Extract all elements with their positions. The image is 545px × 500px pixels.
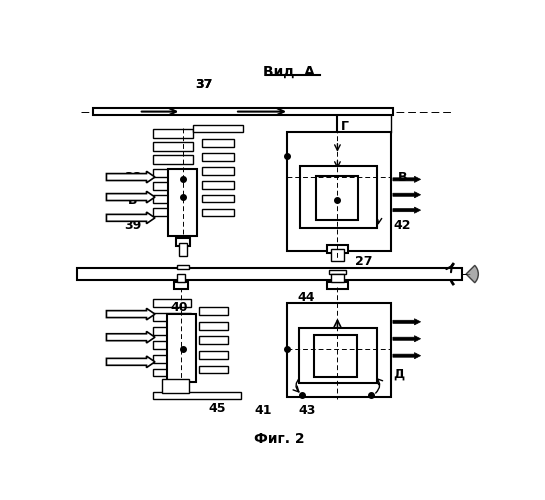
FancyArrow shape [393, 207, 421, 213]
Bar [287, 302, 391, 398]
Bar [153, 369, 191, 376]
Bar [153, 341, 191, 349]
Text: 38: 38 [124, 170, 141, 183]
Bar [77, 268, 462, 280]
Bar [331, 274, 343, 282]
Bar [167, 314, 196, 382]
Bar [153, 392, 241, 399]
Bar [93, 108, 393, 116]
Bar [153, 300, 191, 307]
FancyArrow shape [393, 336, 421, 342]
Bar [199, 307, 228, 315]
Text: 41: 41 [255, 404, 272, 417]
Text: Г: Г [341, 120, 349, 132]
Bar [162, 379, 189, 392]
FancyArrow shape [106, 212, 155, 224]
Bar [299, 328, 378, 384]
Bar [326, 245, 348, 252]
Bar [329, 270, 346, 274]
Bar [153, 314, 191, 321]
Bar [202, 181, 234, 188]
Bar [175, 238, 190, 246]
Text: 42: 42 [393, 219, 411, 232]
FancyArrow shape [106, 356, 155, 368]
Bar [199, 366, 228, 374]
Bar [300, 166, 378, 228]
Bar [153, 355, 191, 362]
Bar [153, 168, 193, 177]
Bar [177, 265, 189, 268]
Bar [193, 126, 243, 132]
Text: 39: 39 [124, 219, 141, 232]
Text: 37: 37 [196, 78, 213, 91]
Bar [199, 336, 228, 344]
Bar [153, 182, 193, 190]
Bar [153, 194, 193, 203]
Text: Вид  А: Вид А [263, 64, 315, 78]
Bar [153, 208, 193, 216]
FancyArrow shape [106, 332, 155, 343]
Text: 44: 44 [298, 290, 316, 304]
FancyArrow shape [106, 172, 155, 183]
FancyArrow shape [393, 318, 421, 325]
Text: 40: 40 [171, 302, 189, 314]
FancyArrow shape [393, 176, 421, 182]
Text: 45: 45 [209, 402, 226, 414]
Bar [153, 142, 193, 151]
Bar [287, 132, 391, 251]
Bar [326, 282, 348, 290]
Bar [153, 130, 193, 138]
FancyArrow shape [393, 352, 421, 359]
Text: Фиг. 2: Фиг. 2 [253, 432, 304, 446]
Bar [314, 335, 356, 377]
Bar [168, 170, 197, 235]
Bar [174, 282, 188, 290]
FancyArrow shape [393, 192, 421, 198]
Bar [202, 167, 234, 174]
Bar [202, 140, 234, 147]
FancyArrow shape [106, 192, 155, 203]
Bar [199, 351, 228, 359]
Bar [153, 327, 191, 335]
Text: Д: Д [393, 368, 404, 380]
Bar [202, 208, 234, 216]
Bar [331, 248, 343, 261]
Text: 37: 37 [196, 78, 213, 91]
FancyArrow shape [106, 308, 155, 320]
Text: Б: Б [128, 194, 137, 206]
Text: В: В [397, 170, 407, 183]
Bar [199, 322, 228, 330]
Wedge shape [466, 266, 479, 283]
Bar [177, 274, 185, 282]
Bar [153, 156, 193, 164]
Text: 27: 27 [355, 255, 372, 268]
Text: 43: 43 [298, 404, 316, 417]
Bar [179, 244, 186, 256]
Bar [316, 176, 358, 220]
Bar [202, 153, 234, 161]
Bar [202, 194, 234, 202]
